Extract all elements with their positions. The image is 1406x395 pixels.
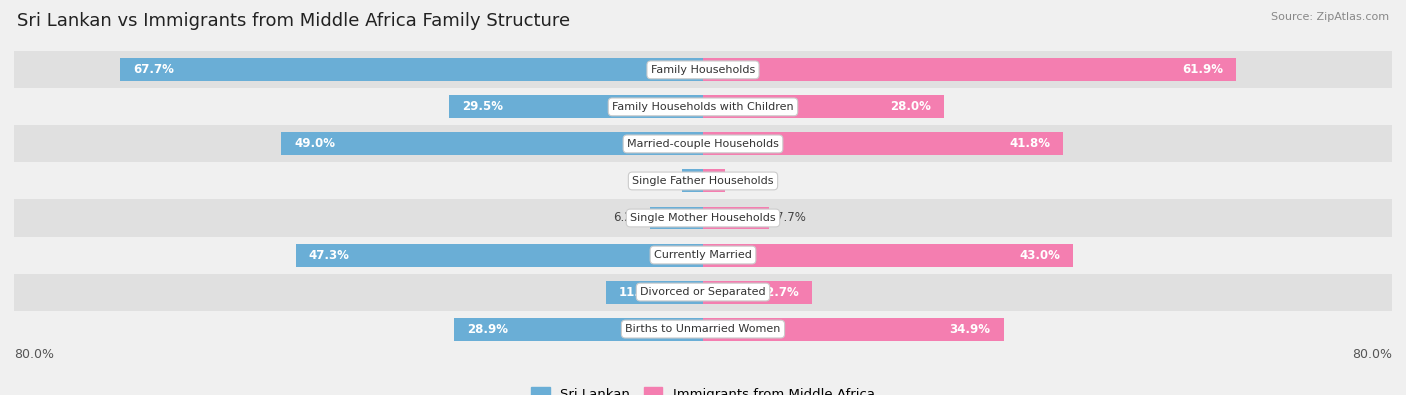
Text: 28.0%: 28.0% xyxy=(890,100,931,113)
Text: 2.5%: 2.5% xyxy=(731,175,761,188)
Bar xyxy=(14,126,1392,162)
Bar xyxy=(650,207,703,229)
Text: Family Households: Family Households xyxy=(651,65,755,75)
Bar xyxy=(703,280,813,303)
Bar xyxy=(14,237,1392,273)
Text: 12.7%: 12.7% xyxy=(759,286,800,299)
Bar xyxy=(14,88,1392,126)
Text: Married-couple Households: Married-couple Households xyxy=(627,139,779,149)
Text: 34.9%: 34.9% xyxy=(949,323,991,336)
Text: Sri Lankan vs Immigrants from Middle Africa Family Structure: Sri Lankan vs Immigrants from Middle Afr… xyxy=(17,12,569,30)
Bar xyxy=(449,96,703,118)
Text: 2.4%: 2.4% xyxy=(645,175,675,188)
Text: Family Households with Children: Family Households with Children xyxy=(612,102,794,112)
Text: Single Mother Households: Single Mother Households xyxy=(630,213,776,223)
Bar xyxy=(703,169,724,192)
Bar xyxy=(281,132,703,155)
Text: 80.0%: 80.0% xyxy=(14,348,53,361)
Bar xyxy=(295,244,703,267)
Bar xyxy=(606,280,703,303)
Text: 28.9%: 28.9% xyxy=(467,323,508,336)
Legend: Sri Lankan, Immigrants from Middle Africa: Sri Lankan, Immigrants from Middle Afric… xyxy=(526,382,880,395)
Text: 61.9%: 61.9% xyxy=(1182,63,1223,76)
Text: 29.5%: 29.5% xyxy=(461,100,503,113)
Text: 7.7%: 7.7% xyxy=(776,211,806,224)
Bar xyxy=(14,199,1392,237)
Bar xyxy=(703,207,769,229)
Text: Source: ZipAtlas.com: Source: ZipAtlas.com xyxy=(1271,12,1389,22)
Text: Births to Unmarried Women: Births to Unmarried Women xyxy=(626,324,780,334)
Bar xyxy=(703,244,1073,267)
Bar xyxy=(14,162,1392,199)
Bar xyxy=(703,96,945,118)
Bar xyxy=(703,58,1236,81)
Bar xyxy=(14,273,1392,310)
Text: Divorced or Separated: Divorced or Separated xyxy=(640,287,766,297)
Bar xyxy=(120,58,703,81)
Text: 67.7%: 67.7% xyxy=(134,63,174,76)
Text: 43.0%: 43.0% xyxy=(1019,248,1060,261)
Bar xyxy=(703,132,1063,155)
Bar xyxy=(14,310,1392,348)
Bar xyxy=(14,51,1392,88)
Text: Single Father Households: Single Father Households xyxy=(633,176,773,186)
Bar xyxy=(703,318,1004,340)
Text: 80.0%: 80.0% xyxy=(1353,348,1392,361)
Text: Currently Married: Currently Married xyxy=(654,250,752,260)
Text: 49.0%: 49.0% xyxy=(294,137,335,150)
Text: 41.8%: 41.8% xyxy=(1010,137,1050,150)
Bar xyxy=(454,318,703,340)
Text: 11.3%: 11.3% xyxy=(619,286,659,299)
Text: 47.3%: 47.3% xyxy=(308,248,350,261)
Text: 6.2%: 6.2% xyxy=(613,211,643,224)
Bar xyxy=(682,169,703,192)
